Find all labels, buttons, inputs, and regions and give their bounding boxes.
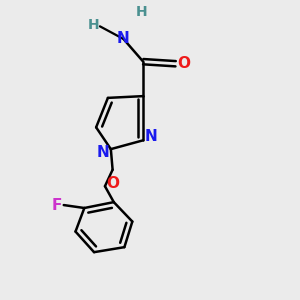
Text: F: F [52, 198, 62, 213]
Text: H: H [88, 18, 99, 32]
Text: N: N [145, 129, 158, 144]
Text: H: H [135, 5, 147, 20]
Text: N: N [117, 32, 130, 46]
Text: O: O [107, 176, 120, 191]
Text: N: N [96, 145, 109, 160]
Text: O: O [177, 56, 190, 71]
